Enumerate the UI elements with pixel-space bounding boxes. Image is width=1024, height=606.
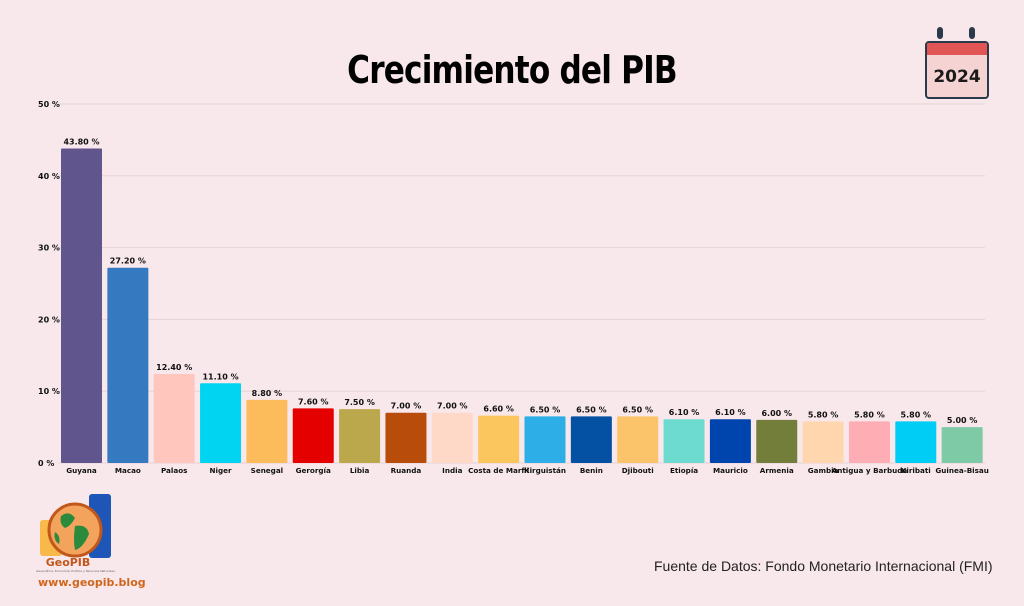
- data-label: 6.60 %: [483, 405, 514, 414]
- x-tick-label: Senegal: [251, 466, 284, 475]
- data-label: 6.50 %: [622, 405, 653, 414]
- bar: [339, 409, 381, 463]
- x-tick-label: Macao: [115, 466, 141, 475]
- calendar-icon: 2024: [925, 27, 989, 99]
- data-label: 6.00 %: [761, 409, 792, 418]
- x-tick-label: Antigua y Barbuda: [832, 466, 908, 475]
- bar: [941, 427, 983, 463]
- x-tick-label: Niger: [210, 466, 232, 475]
- x-tick-label: Kiribati: [901, 466, 931, 475]
- bar: [895, 421, 937, 463]
- logo-tagline: Geopolítica, Economía, Política y Recurs…: [36, 569, 115, 573]
- bar: [756, 419, 798, 463]
- bar: [478, 415, 520, 463]
- bar: [663, 419, 705, 463]
- bar: [292, 408, 334, 463]
- y-tick-label: 30 %: [38, 244, 60, 253]
- bar: [107, 267, 149, 463]
- bar: [617, 416, 659, 463]
- chart-title: Crecimiento del PIB: [347, 48, 678, 92]
- x-tick-label: Armenia: [760, 466, 794, 475]
- data-label: 43.80 %: [63, 138, 99, 147]
- x-tick-label: India: [442, 466, 462, 475]
- data-label: 8.80 %: [252, 389, 283, 398]
- x-tick-label: Kirguistán: [524, 466, 566, 475]
- bar: [385, 412, 427, 463]
- y-tick-label: 20 %: [38, 315, 60, 324]
- data-label: 6.10 %: [715, 408, 746, 417]
- x-tick-label: Benin: [580, 466, 603, 475]
- calendar-body: 2024: [925, 41, 989, 99]
- data-label: 11.10 %: [202, 372, 238, 381]
- x-tick-label: Guyana: [66, 466, 97, 475]
- x-tick-label: Mauricio: [713, 466, 748, 475]
- logo-url[interactable]: www.geopib.blog: [38, 576, 146, 589]
- logo-name: GeoPIB: [45, 556, 91, 569]
- bar: [524, 416, 566, 463]
- x-tick-label: Gerorgía: [296, 466, 331, 475]
- x-tick-label: Etiopía: [670, 466, 698, 475]
- bar: [153, 373, 195, 463]
- data-label: 6.10 %: [669, 408, 700, 417]
- data-label: 27.20 %: [110, 257, 146, 266]
- x-tick-label: Costa de Marfil: [468, 466, 529, 475]
- data-label: 6.50 %: [530, 405, 561, 414]
- x-tick-label: Gambia: [808, 466, 839, 475]
- x-tick-label: Palaos: [161, 466, 187, 475]
- bar: [570, 416, 612, 463]
- y-tick-label: 50 %: [38, 100, 60, 109]
- bar: [200, 383, 242, 463]
- data-label: 5.80 %: [901, 410, 932, 419]
- bar: [848, 421, 890, 463]
- x-tick-label: Guinea-Bisau: [935, 466, 989, 475]
- bar: [802, 421, 844, 463]
- data-label: 7.60 %: [298, 397, 329, 406]
- calendar-ring-left: [937, 27, 943, 39]
- bar: [61, 148, 102, 464]
- x-tick-label: Ruanda: [391, 466, 422, 475]
- data-label: 5.00 %: [947, 416, 978, 425]
- geopib-logo: [40, 494, 111, 558]
- data-label: 7.00 %: [391, 402, 422, 411]
- data-label: 5.80 %: [854, 410, 885, 419]
- calendar-header: [927, 43, 987, 55]
- data-label: 5.80 %: [808, 410, 839, 419]
- data-label: 7.00 %: [437, 402, 468, 411]
- bar: [709, 419, 751, 463]
- data-source: Fuente de Datos: Fondo Monetario Interna…: [654, 558, 993, 574]
- year-badge: 2024: [933, 67, 981, 87]
- bar: [246, 399, 288, 463]
- y-tick-label: 0 %: [38, 459, 54, 468]
- x-tick-label: Djibouti: [622, 466, 654, 475]
- y-tick-label: 10 %: [38, 387, 60, 396]
- data-label: 12.40 %: [156, 363, 192, 372]
- data-label: 6.50 %: [576, 405, 607, 414]
- x-tick-label: Libia: [350, 466, 370, 475]
- calendar-ring-right: [969, 27, 975, 39]
- data-label: 7.50 %: [344, 398, 375, 407]
- bar: [431, 412, 473, 463]
- y-tick-label: 40 %: [38, 172, 60, 181]
